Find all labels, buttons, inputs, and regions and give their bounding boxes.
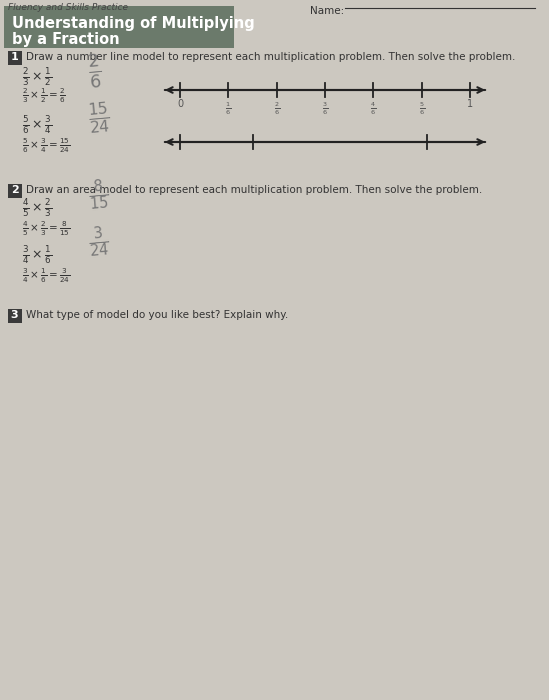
Text: $\frac{2}{3} \times \frac{1}{2}$: $\frac{2}{3} \times \frac{1}{2}$: [22, 66, 52, 88]
Text: $\frac{5}{6} \times \frac{3}{4} = \frac{15}{24}$: $\frac{5}{6} \times \frac{3}{4} = \frac{…: [22, 136, 71, 155]
Text: $\frac{15}{24}$: $\frac{15}{24}$: [87, 99, 112, 136]
Text: $\frac{2}{3} \times \frac{1}{2} = \frac{2}{6}$: $\frac{2}{3} \times \frac{1}{2} = \frac{…: [22, 87, 66, 105]
Text: $\frac{4}{5} \times \frac{2}{3}$: $\frac{4}{5} \times \frac{2}{3}$: [22, 197, 52, 219]
Text: $\frac{5}{6} \times \frac{3}{4}$: $\frac{5}{6} \times \frac{3}{4}$: [22, 114, 52, 136]
Text: Draw an area model to represent each multiplication problem. Then solve the prob: Draw an area model to represent each mul…: [26, 185, 482, 195]
Text: Fluency and Skills Practice: Fluency and Skills Practice: [8, 3, 128, 12]
FancyBboxPatch shape: [8, 50, 21, 64]
FancyBboxPatch shape: [8, 183, 21, 197]
Text: $\frac{1}{6}$: $\frac{1}{6}$: [225, 100, 231, 117]
Text: 2: 2: [10, 185, 18, 195]
Text: Understanding of Multiplying: Understanding of Multiplying: [12, 16, 255, 31]
Text: $\frac{5}{6}$: $\frac{5}{6}$: [419, 100, 425, 117]
FancyBboxPatch shape: [8, 309, 21, 323]
Text: Draw a number line model to represent each multiplication problem. Then solve th: Draw a number line model to represent ea…: [26, 52, 516, 62]
Text: 0: 0: [177, 99, 183, 109]
Text: by a Fraction: by a Fraction: [12, 32, 120, 47]
Text: What type of model do you like best? Explain why.: What type of model do you like best? Exp…: [26, 310, 288, 320]
Text: $\frac{3}{24}$: $\frac{3}{24}$: [87, 224, 110, 260]
Text: $\frac{4}{5} \times \frac{2}{3} = \frac{8}{15}$: $\frac{4}{5} \times \frac{2}{3} = \frac{…: [22, 220, 71, 238]
Text: $\frac{8}{15}$: $\frac{8}{15}$: [87, 177, 110, 213]
Text: 1: 1: [467, 99, 473, 109]
Text: $\frac{3}{4} \times \frac{1}{6}$: $\frac{3}{4} \times \frac{1}{6}$: [22, 244, 52, 266]
Text: Name:: Name:: [310, 6, 344, 16]
Text: 3: 3: [10, 310, 18, 320]
FancyBboxPatch shape: [4, 6, 234, 48]
Text: 1: 1: [10, 52, 18, 62]
Text: $\frac{3}{6}$: $\frac{3}{6}$: [322, 100, 328, 117]
Text: $\frac{3}{4} \times \frac{1}{6} = \frac{3}{24}$: $\frac{3}{4} \times \frac{1}{6} = \frac{…: [22, 267, 71, 285]
Text: $\frac{2}{6}$: $\frac{2}{6}$: [87, 52, 103, 92]
Text: $\frac{2}{6}$: $\frac{2}{6}$: [273, 100, 279, 117]
Text: $\frac{4}{6}$: $\frac{4}{6}$: [371, 100, 377, 117]
